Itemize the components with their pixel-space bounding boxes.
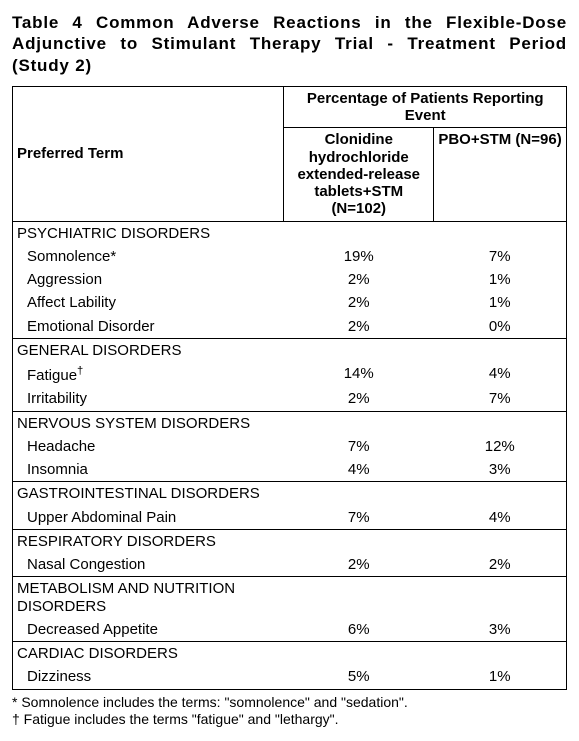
term-cell: Irritability xyxy=(13,387,284,411)
value-col1: 5% xyxy=(284,665,434,689)
value-col2: 1% xyxy=(434,268,567,291)
table-title: Table 4 Common Adverse Reactions in the … xyxy=(12,12,567,76)
empty-cell xyxy=(434,221,567,245)
table-body: PSYCHIATRIC DISORDERSSomnolence*19%7%Agg… xyxy=(13,221,567,689)
term-cell: Aggression xyxy=(13,268,284,291)
term-cell: Headache xyxy=(13,435,284,458)
term-cell: Affect Lability xyxy=(13,291,284,314)
header-span: Percentage of Patients Reporting Event xyxy=(284,86,567,128)
adverse-reactions-table: Preferred Term Percentage of Patients Re… xyxy=(12,86,567,690)
header-col2: PBO+STM (N=96) xyxy=(434,128,567,221)
value-col1: 6% xyxy=(284,618,434,642)
category-cell: NERVOUS SYSTEM DISORDERS xyxy=(13,411,284,435)
term-cell: Emotional Disorder xyxy=(13,315,284,339)
value-col1: 4% xyxy=(284,458,434,482)
value-col2: 3% xyxy=(434,618,567,642)
value-col2: 7% xyxy=(434,245,567,268)
value-col1: 2% xyxy=(284,315,434,339)
value-col2: 4% xyxy=(434,506,567,530)
empty-cell xyxy=(284,642,434,666)
term-cell: Upper Abdominal Pain xyxy=(13,506,284,530)
empty-cell xyxy=(434,642,567,666)
value-col1: 2% xyxy=(284,553,434,577)
value-col1: 7% xyxy=(284,435,434,458)
footnotes: * Somnolence includes the terms: "somnol… xyxy=(12,694,567,729)
value-col2: 4% xyxy=(434,362,567,387)
term-cell: Fatigue† xyxy=(13,362,284,387)
header-preferred-term: Preferred Term xyxy=(13,86,284,221)
empty-cell xyxy=(284,221,434,245)
value-col2: 7% xyxy=(434,387,567,411)
empty-cell xyxy=(284,577,434,618)
category-cell: PSYCHIATRIC DISORDERS xyxy=(13,221,284,245)
category-cell: GENERAL DISORDERS xyxy=(13,338,284,362)
value-col2: 3% xyxy=(434,458,567,482)
value-col2: 1% xyxy=(434,291,567,314)
empty-cell xyxy=(284,338,434,362)
empty-cell xyxy=(284,482,434,506)
value-col2: 1% xyxy=(434,665,567,689)
value-col1: 7% xyxy=(284,506,434,530)
category-cell: GASTROINTESTINAL DISORDERS xyxy=(13,482,284,506)
header-col1: Clonidine hydrochloride extended-release… xyxy=(284,128,434,221)
empty-cell xyxy=(434,482,567,506)
term-cell: Dizziness xyxy=(13,665,284,689)
value-col2: 0% xyxy=(434,315,567,339)
value-col1: 14% xyxy=(284,362,434,387)
term-cell: Decreased Appetite xyxy=(13,618,284,642)
value-col1: 2% xyxy=(284,268,434,291)
category-cell: RESPIRATORY DISORDERS xyxy=(13,529,284,553)
value-col1: 2% xyxy=(284,291,434,314)
value-col2: 2% xyxy=(434,553,567,577)
category-cell: METABOLISM AND NUTRITION DISORDERS xyxy=(13,577,284,618)
empty-cell xyxy=(284,411,434,435)
value-col2: 12% xyxy=(434,435,567,458)
term-cell: Insomnia xyxy=(13,458,284,482)
footnote-1: * Somnolence includes the terms: "somnol… xyxy=(12,694,567,712)
empty-cell xyxy=(434,529,567,553)
empty-cell xyxy=(284,529,434,553)
empty-cell xyxy=(434,577,567,618)
term-cell: Nasal Congestion xyxy=(13,553,284,577)
term-cell: Somnolence* xyxy=(13,245,284,268)
value-col1: 19% xyxy=(284,245,434,268)
category-cell: CARDIAC DISORDERS xyxy=(13,642,284,666)
empty-cell xyxy=(434,338,567,362)
empty-cell xyxy=(434,411,567,435)
footnote-2: † Fatigue includes the terms "fatigue" a… xyxy=(12,711,567,729)
value-col1: 2% xyxy=(284,387,434,411)
